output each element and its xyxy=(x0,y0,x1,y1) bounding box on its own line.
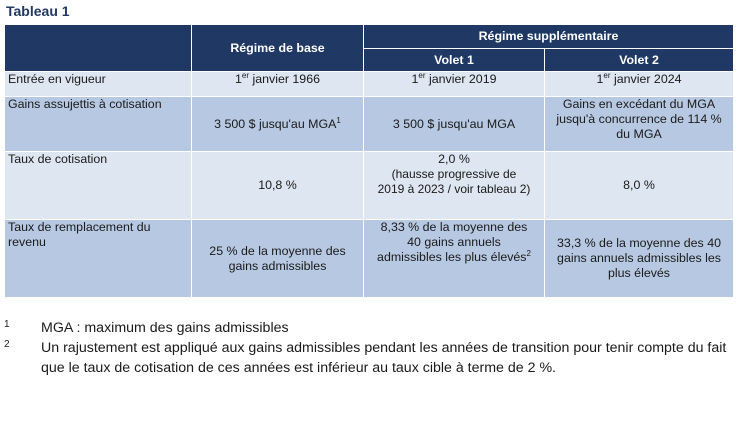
table-row: Entrée en vigueur 1er janvier 1966 1er j… xyxy=(4,71,735,97)
row-label: Entrée en vigueur xyxy=(4,71,192,97)
cell-volet-2: Gains en excédant du MGA jusqu'à concurr… xyxy=(543,96,735,152)
cell-base: 1er janvier 1966 xyxy=(191,71,364,97)
row-label: Taux de remplacement du revenu xyxy=(4,219,192,298)
cell-base: 10,8 % xyxy=(191,151,364,220)
cell-volet-2: 33,3 % de la moyenne des 40 gains annuel… xyxy=(543,219,735,298)
cell-volet-2: 1er janvier 2024 xyxy=(543,71,735,97)
cell-volet-1: 8,33 % de la moyenne des 40 gains annuel… xyxy=(363,219,545,298)
pension-plan-table: Régime de base Régime supplémentaire Vol… xyxy=(4,24,735,298)
cell-base: 25 % de la moyenne des gains admissibles xyxy=(191,219,364,298)
cell-volet-1: 3 500 $ jusqu'au MGA xyxy=(363,96,545,152)
table-caption: Tableau 1 xyxy=(6,3,70,19)
row-label: Gains assujettis à cotisation xyxy=(4,96,192,152)
cell-base: 3 500 $ jusqu'au MGA1 xyxy=(191,96,364,152)
cell-volet-2: 8,0 % xyxy=(543,151,735,220)
footnote-number: 2 xyxy=(4,339,10,350)
footnote-1: 1 MGA : maximum des gains admissibles xyxy=(4,318,733,338)
footnote-2: 2 Un rajustement est appliqué aux gains … xyxy=(4,338,733,378)
table-row: Gains assujettis à cotisation 3 500 $ ju… xyxy=(4,96,735,152)
header-regime-supplementaire: Régime supplémentaire xyxy=(362,24,735,49)
table-row: Taux de cotisation 10,8 % 2,0 % (hausse … xyxy=(4,151,735,220)
cell-volet-1: 2,0 % (hausse progressive de 2019 à 2023… xyxy=(363,151,545,220)
table-row: Taux de remplacement du revenu 25 % de l… xyxy=(4,219,735,298)
header-empty-cell xyxy=(4,24,192,72)
footnote-text: MGA : maximum des gains admissibles xyxy=(41,320,289,336)
rate-value: 2,0 % xyxy=(438,152,470,166)
cell-volet-1: 1er janvier 2019 xyxy=(363,71,545,97)
header-volet-2: Volet 2 xyxy=(543,48,735,72)
header-volet-1: Volet 1 xyxy=(363,48,545,72)
footnote-text: Un rajustement est appliqué aux gains ad… xyxy=(41,340,727,376)
row-label: Taux de cotisation xyxy=(4,151,192,220)
footnote-number: 1 xyxy=(4,319,10,330)
header-regime-de-base: Régime de base xyxy=(191,24,364,72)
footnotes: 1 MGA : maximum des gains admissibles 2 … xyxy=(4,318,733,378)
rate-note: (hausse progressive de 2019 à 2023 / voi… xyxy=(377,167,531,196)
